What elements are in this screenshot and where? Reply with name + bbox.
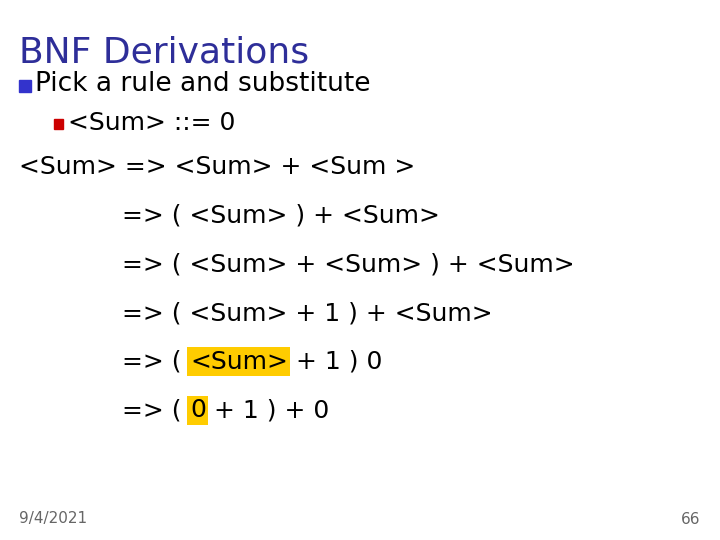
Text: Pick a rule and substitute: Pick a rule and substitute	[35, 71, 371, 97]
Text: BNF Derivations: BNF Derivations	[19, 35, 310, 69]
Text: + 1 ) 0: + 1 ) 0	[288, 350, 382, 374]
Text: 66: 66	[681, 511, 701, 526]
Text: + 1 ) + 0: + 1 ) + 0	[206, 399, 329, 422]
Text: <Sum>: <Sum>	[190, 350, 288, 374]
Text: <Sum> ::= 0: <Sum> ::= 0	[68, 111, 235, 135]
Text: 9/4/2021: 9/4/2021	[19, 511, 88, 526]
Text: 0: 0	[190, 399, 206, 422]
Text: <Sum> => <Sum> + <Sum >: <Sum> => <Sum> + <Sum >	[19, 156, 415, 179]
Text: => ( <Sum> ) + <Sum>: => ( <Sum> ) + <Sum>	[122, 204, 440, 228]
Text: => (: => (	[122, 350, 190, 374]
Text: => ( <Sum> + 1 ) + <Sum>: => ( <Sum> + 1 ) + <Sum>	[122, 301, 493, 325]
Text: => (: => (	[122, 399, 190, 422]
Text: => ( <Sum> + <Sum> ) + <Sum>: => ( <Sum> + <Sum> ) + <Sum>	[122, 253, 575, 276]
